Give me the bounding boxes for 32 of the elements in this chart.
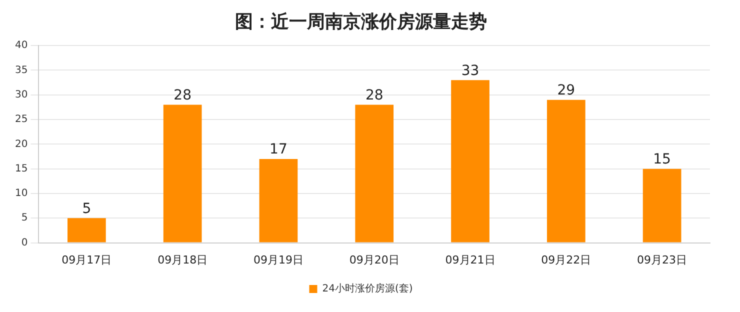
x-tick-label: 09月20日: [349, 253, 400, 266]
bar: [451, 80, 490, 242]
x-tick-label: 09月17日: [62, 253, 112, 266]
y-tick-label: 0: [21, 237, 28, 248]
data-label: 29: [557, 82, 576, 98]
data-label: 17: [270, 142, 288, 158]
bar: [355, 104, 394, 242]
x-tick-label: 09月19日: [253, 253, 304, 266]
bar: [642, 168, 682, 242]
legend-label: 24小时涨价房源(套): [322, 282, 413, 295]
y-tick-label: 10: [14, 188, 28, 200]
x-tick-label: 09月23日: [637, 253, 688, 266]
chart-title: 图：近一周南京涨价房源量走势: [235, 11, 487, 32]
y-tick-label: 15: [14, 163, 28, 174]
data-label: 15: [653, 151, 671, 168]
x-tick-label: 09月21日: [445, 253, 496, 266]
bar: [259, 158, 298, 242]
bar: [546, 100, 586, 242]
y-tick-label: 40: [14, 40, 28, 52]
data-label: 28: [174, 87, 192, 104]
y-tick-label: 35: [14, 64, 28, 76]
data-label: 33: [461, 62, 480, 79]
y-tick-label: 5: [21, 212, 28, 224]
data-label: 28: [365, 87, 384, 104]
bar: [67, 218, 106, 242]
data-label: 5: [82, 200, 92, 217]
y-tick-label: 30: [14, 89, 28, 100]
bar: [163, 104, 202, 242]
x-tick-label: 09月22日: [541, 253, 592, 266]
y-tick-label: 20: [14, 138, 28, 150]
x-tick-label: 09月18日: [158, 253, 208, 266]
y-tick-label: 25: [14, 114, 28, 126]
